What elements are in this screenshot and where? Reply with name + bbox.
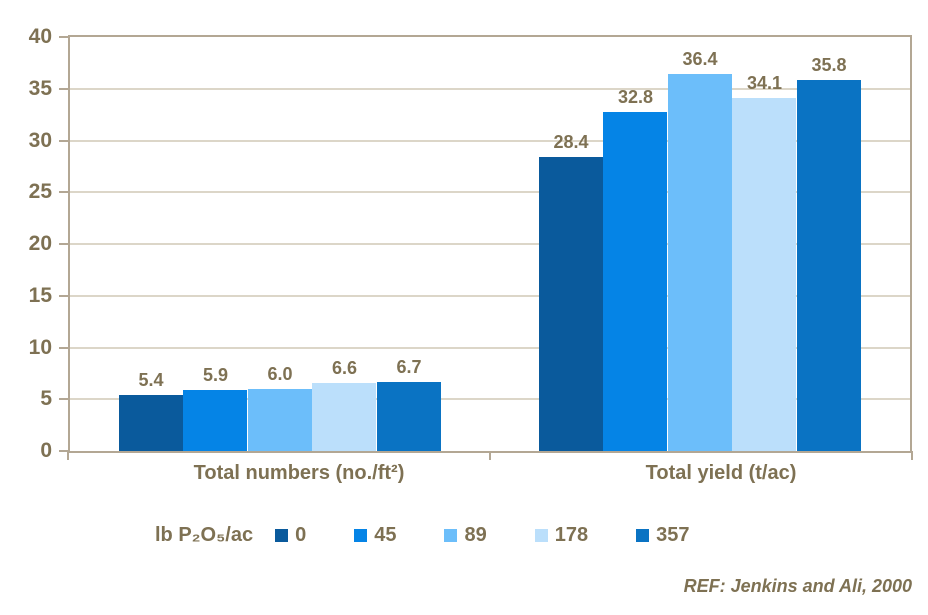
legend-items: 0 45 89 178 357 bbox=[275, 524, 689, 547]
x-category-label: Total yield (t/ac) bbox=[645, 462, 797, 484]
bar-value-label: 28.4 bbox=[553, 132, 589, 153]
bar bbox=[538, 157, 603, 451]
gridline bbox=[70, 243, 910, 245]
y-tick-mark bbox=[59, 87, 68, 90]
bar bbox=[183, 389, 248, 451]
y-tick-mark bbox=[59, 398, 68, 401]
gridline bbox=[70, 191, 910, 194]
y-tick-label: 5 bbox=[40, 387, 52, 411]
bar bbox=[376, 381, 441, 451]
legend-item: 357 bbox=[636, 524, 689, 547]
y-tick-label: 10 bbox=[28, 335, 52, 359]
legend: lb P₂O₅/ac 0 45 89 178 357 bbox=[155, 521, 689, 549]
legend-item-label: 178 bbox=[554, 523, 589, 546]
plot-area: 5.4 5.9 6.0 6.6 6.7 28.4 32.8 36.4 34.1 35.8 bbox=[68, 35, 912, 453]
bar bbox=[312, 382, 377, 451]
legend-swatch-icon bbox=[275, 528, 289, 542]
legend-swatch-icon bbox=[534, 528, 548, 542]
legend-item: 178 bbox=[534, 523, 589, 547]
y-tick-mark bbox=[59, 450, 68, 452]
y-tick-mark bbox=[59, 139, 68, 142]
x-tick-mark bbox=[489, 451, 491, 460]
bar-value-label: 32.8 bbox=[617, 86, 654, 107]
legend-item-label: 0 bbox=[295, 523, 307, 546]
legend-item-label: 357 bbox=[656, 523, 690, 546]
bar-value-label: 35.8 bbox=[811, 55, 847, 76]
legend-swatch-icon bbox=[444, 528, 458, 542]
legend-swatch-icon bbox=[354, 528, 368, 542]
y-tick-mark bbox=[59, 346, 68, 349]
y-tick-mark bbox=[59, 191, 68, 194]
legend-swatch-icon bbox=[636, 528, 650, 542]
bar bbox=[118, 395, 183, 451]
gridline bbox=[70, 398, 910, 401]
gridline bbox=[70, 139, 910, 142]
legend-item: 45 bbox=[354, 524, 396, 547]
bar bbox=[667, 74, 732, 451]
bar-value-label: 5.9 bbox=[202, 364, 229, 385]
legend-title: lb P₂O₅/ac bbox=[155, 523, 254, 546]
y-tick-label: 40 bbox=[28, 25, 52, 48]
y-tick-mark bbox=[59, 294, 68, 297]
bar-value-label: 6.6 bbox=[331, 357, 358, 378]
x-tick-mark bbox=[911, 451, 913, 460]
reference-note: REF: Jenkins and Ali, 2000 bbox=[683, 576, 912, 596]
y-tick-label: 35 bbox=[28, 76, 52, 100]
legend-item: 0 bbox=[275, 524, 306, 547]
y-tick-mark bbox=[59, 243, 68, 245]
x-category-label: Total numbers (no./ft²) bbox=[193, 462, 405, 484]
y-tick-mark bbox=[59, 36, 68, 38]
y-tick-label: 15 bbox=[28, 283, 52, 307]
bar-value-label: 5.4 bbox=[138, 370, 164, 391]
legend-item-label: 89 bbox=[464, 523, 487, 546]
bar-value-label: 6.7 bbox=[396, 356, 422, 377]
gridline bbox=[70, 294, 910, 297]
bar bbox=[732, 98, 797, 451]
x-tick-mark bbox=[67, 451, 69, 460]
y-tick-label: 20 bbox=[28, 232, 52, 255]
gridline bbox=[70, 346, 910, 349]
bar bbox=[247, 388, 312, 451]
y-tick-label: 25 bbox=[28, 180, 52, 204]
legend-item: 89 bbox=[444, 523, 487, 547]
bar-value-label: 6.0 bbox=[267, 363, 293, 384]
y-tick-label: 0 bbox=[40, 439, 52, 462]
bar bbox=[796, 80, 861, 451]
legend-item-label: 45 bbox=[374, 523, 397, 546]
bar-value-label: 34.1 bbox=[746, 73, 783, 94]
bar bbox=[603, 111, 668, 451]
bar-value-label: 36.4 bbox=[682, 49, 718, 70]
gridline bbox=[70, 87, 910, 90]
y-tick-label: 30 bbox=[28, 128, 52, 152]
